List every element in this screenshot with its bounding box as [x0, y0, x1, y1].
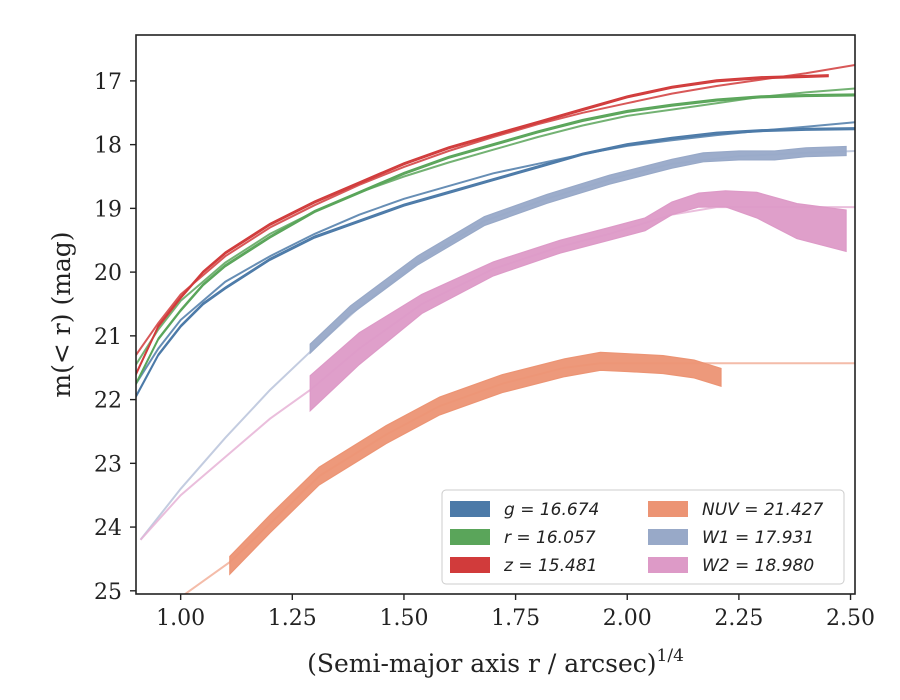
band-nuv: [229, 351, 722, 576]
legend-label: z = 15.481: [503, 556, 597, 576]
legend-label: W2 = 18.980: [702, 556, 814, 576]
data-bands: [136, 74, 855, 576]
fit-line-r: [136, 87, 855, 366]
legend-label: W1 = 17.931: [702, 528, 814, 548]
x-tick-label: 1.00: [156, 606, 205, 631]
legend-label: r = 16.057: [504, 528, 596, 548]
y-axis-label: m(< r) (mag): [47, 231, 76, 397]
legend-swatch: [648, 529, 688, 545]
band-z: [136, 74, 829, 376]
legend: g = 16.674 r = 16.057 z = 15.481 NUV = 21.4…: [441, 489, 845, 585]
x-tick-label: 1.75: [491, 606, 540, 631]
y-tick-label: 19: [94, 197, 122, 222]
legend-swatch: [450, 557, 490, 573]
x-tick-label: 1.50: [379, 606, 428, 631]
fit-line-z: [136, 64, 855, 356]
y-tick-label: 21: [94, 325, 122, 350]
band-r: [136, 93, 855, 385]
y-tick-label: 22: [94, 389, 122, 414]
y-axis-ticks: 17 18 19 20 21 22 23 24 25: [94, 70, 136, 605]
band-w2: [309, 190, 847, 413]
y-tick-label: 18: [94, 134, 122, 159]
x-tick-label: 1.25: [268, 606, 317, 631]
fit-line-g: [136, 121, 855, 385]
legend-swatch: [648, 557, 688, 573]
legend-swatch: [450, 501, 490, 517]
y-tick-label: 17: [94, 70, 122, 95]
legend-label: g = 16.674: [504, 500, 599, 520]
x-axis-ticks: 1.00 1.25 1.50 1.75 2.00 2.25 2.50: [156, 594, 875, 631]
legend-label: NUV = 21.427: [702, 500, 824, 520]
x-tick-label: 2.25: [714, 606, 763, 631]
legend-box: [441, 489, 845, 585]
legend-swatch: [450, 529, 490, 545]
x-axis-label: (Semi-major axis r / arcsec)1/4: [307, 646, 684, 678]
y-tick-label: 25: [94, 580, 122, 605]
y-tick-label: 23: [94, 452, 122, 477]
x-tick-label: 2.50: [826, 606, 875, 631]
plot-frame: [135, 34, 856, 595]
y-tick-label: 20: [94, 261, 122, 286]
band-w1: [309, 145, 847, 355]
band-g: [136, 127, 855, 398]
legend-swatch: [648, 501, 688, 517]
x-tick-label: 2.00: [603, 606, 652, 631]
y-tick-label: 24: [94, 516, 122, 541]
